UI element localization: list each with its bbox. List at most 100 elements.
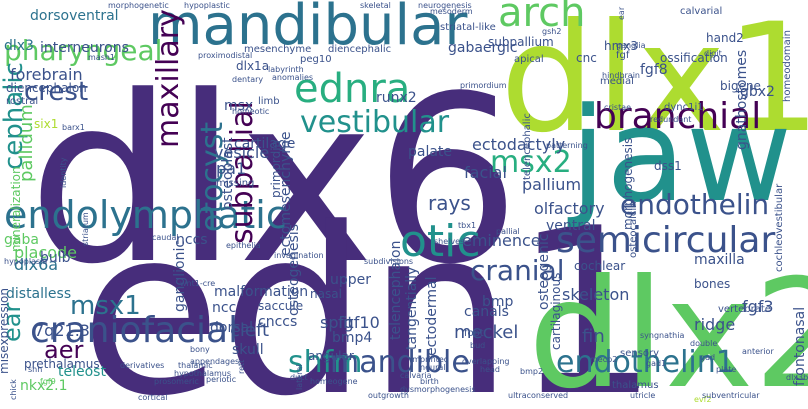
cloud-word: cnc <box>576 51 597 65</box>
cloud-word: dlx2 <box>528 248 808 404</box>
cloud-word: cortical <box>138 393 167 402</box>
cloud-word: calvaria <box>400 371 432 380</box>
cloud-word: fgf3 <box>742 297 774 316</box>
cloud-word: sensory <box>620 348 659 359</box>
cloud-word: primordia <box>269 140 283 198</box>
cloud-word: neural <box>420 363 445 372</box>
cloud-word: nasal <box>310 287 342 301</box>
cloud-word: misexpression <box>0 288 11 374</box>
cloud-word: fgf9 <box>40 377 56 386</box>
cloud-word: hand2 <box>706 31 744 45</box>
cloud-word: bony <box>190 345 210 354</box>
cloud-word: imprinted <box>410 355 449 364</box>
cloud-word: osteoblast <box>220 137 236 210</box>
cloud-word: otic <box>400 216 481 267</box>
cloud-word: peg10 <box>300 54 332 65</box>
cloud-word: hindbrain <box>602 71 640 80</box>
cloud-word: semicircular <box>556 220 775 261</box>
cloud-word: mandible <box>330 345 470 380</box>
cloud-word: barx1 <box>62 123 85 132</box>
cloud-word: bmp <box>482 294 514 310</box>
cloud-word: rays <box>428 191 471 215</box>
cloud-word: edn1 <box>80 180 660 404</box>
cloud-word: mash1 <box>88 53 115 62</box>
cloud-word: meckel <box>454 322 518 343</box>
cloud-word: facial <box>464 163 507 182</box>
cloud-word: thalamus <box>612 380 659 391</box>
cloud-word: utricle <box>630 391 655 400</box>
cloud-word: dlx6a <box>14 255 58 274</box>
cloud-word: ectodermal <box>424 277 440 356</box>
cloud-word: pallium <box>522 175 581 194</box>
cloud-word: osteocalcin <box>628 201 639 258</box>
cloud-word: tangentially <box>404 267 420 350</box>
cloud-word: subpallium <box>488 35 554 49</box>
cloud-word: canals <box>464 304 509 320</box>
cloud-word: subpallial <box>225 101 260 244</box>
cloud-word: head <box>480 365 500 374</box>
cloud-word: ridge <box>694 315 735 334</box>
cloud-word: frontonasal <box>792 307 808 386</box>
cloud-word: prethalamus <box>24 357 100 371</box>
cloud-word: dorsal <box>210 320 253 336</box>
cloud-word: subventricular <box>702 391 760 400</box>
cloud-word: split <box>320 313 354 332</box>
cloud-word: gabaergic <box>448 40 518 56</box>
cloud-word: homeotic <box>232 107 269 116</box>
cloud-word: osteogenesis <box>286 224 302 316</box>
cloud-word: ganglia <box>616 41 646 50</box>
cloud-word: gaba <box>4 232 39 248</box>
cloud-word: vertebrate <box>718 304 771 315</box>
cloud-word: subdivisions <box>364 257 413 266</box>
cloud-word: interneurons <box>40 40 129 56</box>
cloud-word: placode <box>14 243 77 262</box>
cloud-word: otocyst <box>195 122 230 232</box>
cloud-word: homeogene <box>310 377 358 386</box>
cloud-word: plate <box>716 365 736 374</box>
cloud-word: bud <box>470 341 485 350</box>
cloud-word: cephalic <box>0 62 29 170</box>
cloud-word: nccs <box>176 232 208 248</box>
cloud-word: morphogenesis <box>621 138 635 230</box>
cloud-word: pallidum <box>16 104 37 182</box>
cloud-word: six1 <box>34 117 58 131</box>
cloud-word: dss1 <box>654 159 682 173</box>
cloud-word: skeletal <box>360 1 391 10</box>
cloud-word: dlx3b <box>786 373 808 382</box>
cloud-word: vesicle <box>214 143 269 162</box>
cloud-word: saccule <box>258 299 303 313</box>
cloud-word: angular <box>308 349 354 363</box>
cloud-word: fgf10 <box>338 313 380 332</box>
cloud-word: gsh2 <box>542 27 561 36</box>
cloud-word: shh <box>28 365 42 374</box>
cloud-word: cochleovestibular <box>774 183 785 272</box>
cloud-word: cristae <box>604 103 631 112</box>
cloud-word: birth <box>420 377 439 386</box>
cloud-word: hypoplasia <box>4 257 47 266</box>
cloud-word: branchial <box>594 96 761 137</box>
cloud-word: osteogenic <box>536 234 552 311</box>
cloud-word: gbx2 <box>740 84 775 100</box>
cloud-word: ventral <box>546 218 596 234</box>
cloud-word: ganglionic <box>172 240 188 312</box>
cloud-word: homeodomain <box>782 30 793 102</box>
cloud-word: skull <box>232 342 264 358</box>
cloud-word: cleft <box>230 320 269 341</box>
cloud-word: telencephalic <box>522 113 533 180</box>
cloud-word: ultraconserved <box>508 391 568 400</box>
cloud-word: digit <box>704 49 722 58</box>
cloud-word: fin <box>582 326 605 347</box>
cloud-word: skeleton <box>562 285 629 304</box>
cloud-word: mandibular <box>148 0 468 58</box>
cloud-word: lateral <box>295 364 304 390</box>
cloud-word: bigene <box>720 79 761 93</box>
cloud-word: ncc <box>212 300 236 316</box>
cloud-word: wnt1-cre <box>180 279 215 288</box>
cloud-word: gad1 <box>646 359 666 368</box>
cloud-word: mesenchyme <box>244 44 311 55</box>
cloud-word: forebrain <box>10 65 83 84</box>
cloud-word: medial <box>600 76 634 87</box>
cloud-word: pharyngeal <box>4 34 162 67</box>
cloud-word: epithelia <box>226 241 261 250</box>
cloud-word: calvarial <box>680 6 722 17</box>
